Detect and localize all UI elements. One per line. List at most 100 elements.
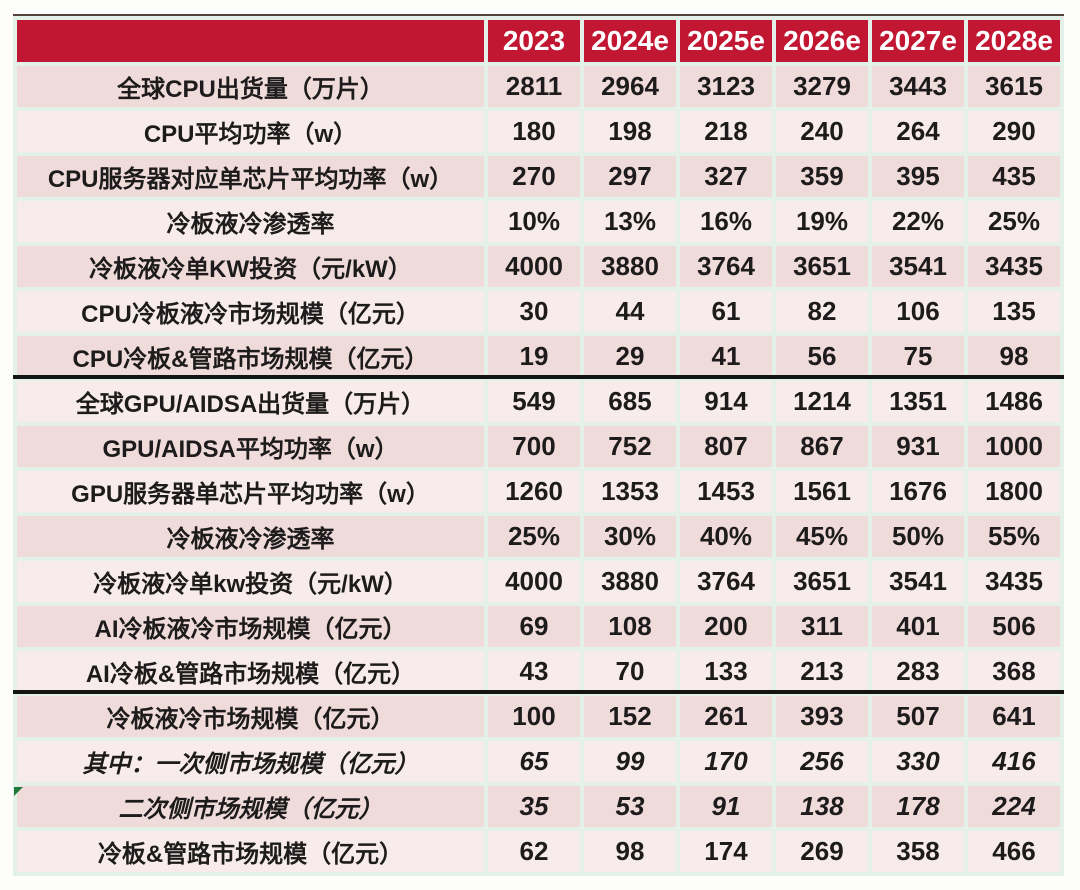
value-cell: 283 xyxy=(872,651,964,692)
value-cell: 200 xyxy=(680,606,772,647)
year-column-header: 2026e xyxy=(776,20,868,62)
value-cell: 82 xyxy=(776,291,868,332)
value-cell: 359 xyxy=(776,156,868,197)
value-cell: 135 xyxy=(968,291,1060,332)
value-cell: 1561 xyxy=(776,471,868,512)
value-cell: 106 xyxy=(872,291,964,332)
value-cell: 914 xyxy=(680,381,772,422)
value-cell: 19 xyxy=(488,336,580,377)
value-cell: 25% xyxy=(968,201,1060,242)
value-cell: 3541 xyxy=(872,246,964,287)
value-cell: 269 xyxy=(776,831,868,872)
row-label: GPU/AIDSA平均功率（w） xyxy=(17,426,484,467)
value-cell: 99 xyxy=(584,741,676,782)
value-cell: 218 xyxy=(680,111,772,152)
value-cell: 261 xyxy=(680,696,772,737)
row-label: CPU服务器对应单芯片平均功率（w） xyxy=(17,156,484,197)
value-cell: 641 xyxy=(968,696,1060,737)
value-cell: 25% xyxy=(488,516,580,557)
value-cell: 29 xyxy=(584,336,676,377)
row-label: 冷板液冷渗透率 xyxy=(17,516,484,557)
value-cell: 1351 xyxy=(872,381,964,422)
row-label: 二次侧市场规模（亿元） xyxy=(17,786,484,827)
value-cell: 327 xyxy=(680,156,772,197)
value-cell: 3651 xyxy=(776,246,868,287)
row-label: 冷板&管路市场规模（亿元） xyxy=(17,831,484,872)
value-cell: 213 xyxy=(776,651,868,692)
value-cell: 3541 xyxy=(872,561,964,602)
value-cell: 69 xyxy=(488,606,580,647)
value-cell: 435 xyxy=(968,156,1060,197)
year-column-header: 2028e xyxy=(968,20,1060,62)
value-cell: 19% xyxy=(776,201,868,242)
value-cell: 549 xyxy=(488,381,580,422)
year-column-header: 2024e xyxy=(584,20,676,62)
value-cell: 466 xyxy=(968,831,1060,872)
value-cell: 61 xyxy=(680,291,772,332)
value-cell: 685 xyxy=(584,381,676,422)
value-cell: 752 xyxy=(584,426,676,467)
row-label: 其中：一次侧市场规模（亿元） xyxy=(17,741,484,782)
value-cell: 178 xyxy=(872,786,964,827)
row-label: 全球CPU出货量（万片） xyxy=(17,66,484,107)
value-cell: 1486 xyxy=(968,381,1060,422)
value-cell: 3880 xyxy=(584,246,676,287)
value-cell: 43 xyxy=(488,651,580,692)
value-cell: 56 xyxy=(776,336,868,377)
year-column-header: 2025e xyxy=(680,20,772,62)
row-label: CPU平均功率（w） xyxy=(17,111,484,152)
value-cell: 264 xyxy=(872,111,964,152)
header-row: 2023 2024e 2025e 2026e 2027e 2028e xyxy=(17,20,1060,62)
value-cell: 507 xyxy=(872,696,964,737)
value-cell: 133 xyxy=(680,651,772,692)
value-cell: 91 xyxy=(680,786,772,827)
value-cell: 1000 xyxy=(968,426,1060,467)
value-cell: 3615 xyxy=(968,66,1060,107)
section-divider-total xyxy=(13,690,1064,694)
value-cell: 330 xyxy=(872,741,964,782)
table-row: 冷板液冷市场规模（亿元） 100 152 261 393 507 641 xyxy=(17,696,1060,737)
year-column-header: 2023 xyxy=(488,20,580,62)
value-cell: 4000 xyxy=(488,246,580,287)
value-cell: 867 xyxy=(776,426,868,467)
table-row: GPU服务器单芯片平均功率（w） 1260 1353 1453 1561 1676 1800 xyxy=(17,471,1060,512)
value-cell: 1676 xyxy=(872,471,964,512)
table-row: CPU冷板&管路市场规模（亿元） 19 29 41 56 75 98 xyxy=(17,336,1060,377)
value-cell: 368 xyxy=(968,651,1060,692)
value-cell: 807 xyxy=(680,426,772,467)
value-cell: 3435 xyxy=(968,561,1060,602)
value-cell: 13% xyxy=(584,201,676,242)
section-divider-gpu xyxy=(13,375,1064,379)
value-cell: 100 xyxy=(488,696,580,737)
forecast-table-container: 2023 2024e 2025e 2026e 2027e 2028e 全球CPU出货量（万… xyxy=(13,14,1064,876)
value-cell: 2964 xyxy=(584,66,676,107)
table-body: 全球CPU出货量（万片） 2811 2964 3123 3279 3443 3615 CPU平… xyxy=(17,66,1060,872)
value-cell: 1214 xyxy=(776,381,868,422)
value-cell: 75 xyxy=(872,336,964,377)
table-row: 全球CPU出货量（万片） 2811 2964 3123 3279 3443 3615 xyxy=(17,66,1060,107)
value-cell: 1800 xyxy=(968,471,1060,512)
value-cell: 931 xyxy=(872,426,964,467)
value-cell: 506 xyxy=(968,606,1060,647)
table-row: GPU/AIDSA平均功率（w） 700 752 807 867 931 1000 xyxy=(17,426,1060,467)
table-row: 冷板&管路市场规模（亿元） 62 98 174 269 358 466 xyxy=(17,831,1060,872)
value-cell: 224 xyxy=(968,786,1060,827)
value-cell: 2811 xyxy=(488,66,580,107)
value-cell: 3651 xyxy=(776,561,868,602)
row-label: 冷板液冷市场规模（亿元） xyxy=(17,696,484,737)
table-row: CPU服务器对应单芯片平均功率（w） 270 297 327 359 395 435 xyxy=(17,156,1060,197)
value-cell: 3443 xyxy=(872,66,964,107)
table-row: 二次侧市场规模（亿元） 35 53 91 138 178 224 xyxy=(17,786,1060,827)
value-cell: 152 xyxy=(584,696,676,737)
value-cell: 311 xyxy=(776,606,868,647)
value-cell: 270 xyxy=(488,156,580,197)
value-cell: 10% xyxy=(488,201,580,242)
table-row: 全球GPU/AIDSA出货量（万片） 549 685 914 1214 1351 1486 xyxy=(17,381,1060,422)
value-cell: 290 xyxy=(968,111,1060,152)
row-label: 冷板液冷单kw投资（元/kW） xyxy=(17,561,484,602)
table-row: CPU冷板液冷市场规模（亿元） 30 44 61 82 106 135 xyxy=(17,291,1060,332)
value-cell: 358 xyxy=(872,831,964,872)
table-row: AI冷板液冷市场规模（亿元） 69 108 200 311 401 506 xyxy=(17,606,1060,647)
value-cell: 16% xyxy=(680,201,772,242)
value-cell: 44 xyxy=(584,291,676,332)
